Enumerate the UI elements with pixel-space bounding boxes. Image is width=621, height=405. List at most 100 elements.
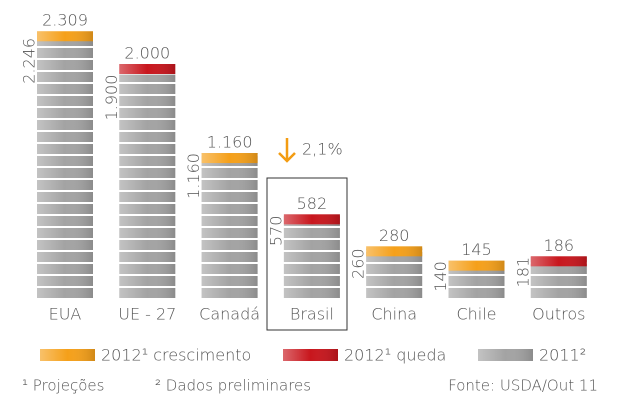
value-label: 181 [513,257,532,288]
brick-shade [448,288,505,298]
brick-shade [283,240,340,250]
brick-shade [119,108,176,118]
brick-shade [37,276,93,286]
annotation: 2,1% [302,140,343,159]
x-tick-label: Canadá [199,305,260,324]
bar [119,64,176,298]
value-label: 1.160 [207,133,253,152]
bar-2011 [201,153,258,298]
brick-shade [119,204,176,214]
brick-shade [366,264,423,274]
value-label: 145 [461,240,492,259]
brick-shade [119,168,176,178]
brick-shade [119,74,176,82]
brick-shade [37,156,93,166]
brick-shade [530,256,587,267]
bar [448,260,505,298]
value-label: 2.246 [20,38,39,84]
brick-shade [201,264,258,274]
brick-shade [37,144,93,154]
value-label: 2.309 [42,11,88,30]
brick-shade [283,264,340,274]
brick-shade [37,288,93,298]
footnote: ² Dados preliminares [155,377,311,395]
value-label: 1.160 [184,153,203,199]
brick-shade [201,252,258,262]
brick-shade [37,72,93,82]
brick-shade [37,168,93,178]
brick-shade [37,37,93,46]
brick-shade [37,192,93,202]
brick-shade [448,276,505,286]
bar-2011 [283,216,340,298]
value-label: 280 [379,226,410,245]
value-label: 260 [349,248,368,279]
legend-label: 2012¹ queda [344,346,446,365]
brick-shade [119,192,176,202]
legend-shade [478,349,533,361]
brick-shade [37,108,93,118]
source: Fonte: USDA/Out 11 [448,377,598,395]
bar [37,31,93,298]
brick-shade [366,276,423,286]
brick-shade [119,276,176,286]
legend-shade [283,349,338,361]
brick-shade [119,240,176,250]
bar [201,153,258,298]
brick-shade [448,260,505,271]
brick-shade [366,288,423,298]
brick-shade [201,216,258,226]
brick-shade [201,168,258,178]
brick-shade [37,216,93,226]
brick-shade [37,84,93,94]
brick-shade [119,252,176,262]
highlight-box [266,177,348,331]
annotation-arrow [278,138,296,163]
value-label: 570 [266,216,285,247]
value-label: 1.900 [102,75,121,121]
brick-shade [201,240,258,250]
brick-shade [37,48,93,58]
footnote: ¹ Projeções [22,377,104,395]
brick-shade [37,240,93,250]
brick-shade [201,204,258,214]
brick-shade [37,120,93,130]
x-tick-label: UE - 27 [118,305,176,324]
brick-shade [37,31,93,42]
value-label: 140 [431,261,450,292]
brick-shade [119,156,176,166]
value-label: 186 [544,236,575,255]
brick-shade [283,214,340,225]
brick-shade [119,144,176,154]
brick-shade [37,60,93,70]
bar [366,246,423,298]
brick-shade [37,180,93,190]
brick-shade [119,288,176,298]
brick-shade [119,132,176,142]
legend-label: 2011² [539,346,586,365]
brick-shade [366,246,423,257]
legend-label: 2012¹ crescimento [101,346,251,365]
x-tick-label: Outros [532,305,585,324]
brick-shade [119,120,176,130]
brick-shade [530,264,587,274]
brick-shade [119,96,176,106]
x-tick-label: Brasil [290,305,334,324]
brick-shade [119,264,176,274]
brick-shade [37,264,93,274]
x-tick-label: China [371,305,417,324]
bar-2011 [37,37,93,298]
bar-2011 [119,74,176,298]
brick-shade [119,180,176,190]
brick-shade [530,276,587,286]
value-label: 2.000 [124,44,170,63]
brick-shade [283,276,340,286]
brick-shade [201,228,258,238]
brick-shade [366,252,423,262]
brick-shade [37,96,93,106]
brick-shade [201,288,258,298]
brick-shade [37,228,93,238]
brick-shade [119,64,176,74]
brick-shade [201,180,258,190]
